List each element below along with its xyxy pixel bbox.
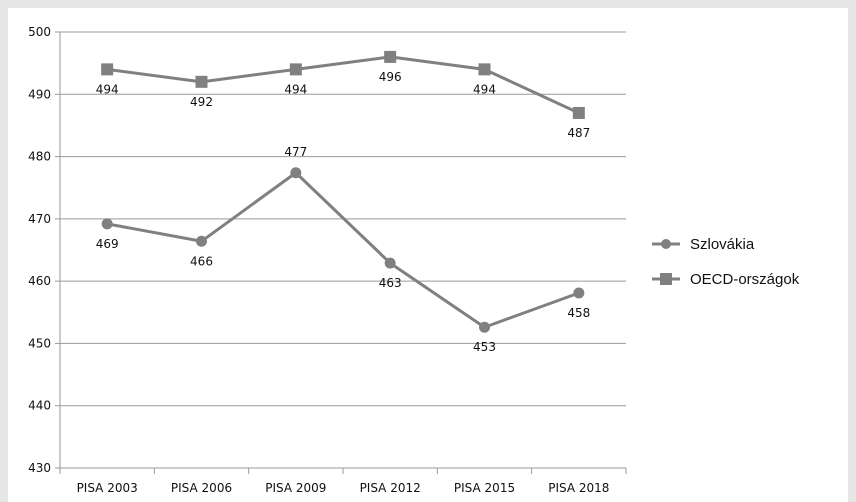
axes: 430 440 450 460 470 480 490 500 PISA 2003 PISA 20… bbox=[28, 25, 627, 495]
y-tick-label: 450 bbox=[28, 336, 51, 350]
data-point bbox=[479, 321, 490, 333]
data-label: 492 bbox=[190, 95, 213, 109]
x-tick-label: PISA 2009 bbox=[265, 481, 326, 495]
legend-marker bbox=[660, 273, 672, 285]
data-label: 494 bbox=[284, 82, 307, 96]
data-label: 469 bbox=[96, 237, 119, 251]
x-tick-label: PISA 2015 bbox=[454, 481, 515, 495]
series: 469 466 477 463 453 458 494 492 494 496 494 487 bbox=[96, 50, 590, 354]
data-label: 466 bbox=[190, 254, 213, 268]
gridlines bbox=[60, 31, 626, 469]
data-point bbox=[573, 287, 585, 299]
y-tick-label: 460 bbox=[28, 274, 51, 288]
data-label: 487 bbox=[567, 126, 590, 140]
y-tick-label: 490 bbox=[28, 87, 51, 101]
data-point bbox=[478, 63, 491, 76]
legend-label: Szlovákia bbox=[690, 236, 755, 253]
series-line bbox=[106, 55, 580, 115]
data-point bbox=[195, 75, 208, 88]
data-label: 463 bbox=[379, 276, 402, 290]
series-line bbox=[106, 171, 580, 329]
x-tick-label: PISA 2018 bbox=[548, 481, 609, 495]
data-point bbox=[384, 50, 397, 63]
legend-marker bbox=[661, 239, 671, 249]
data-label: 494 bbox=[473, 82, 496, 96]
data-point bbox=[572, 106, 585, 119]
y-tick-label: 430 bbox=[28, 461, 51, 475]
data-label: 458 bbox=[567, 306, 590, 320]
data-label: 496 bbox=[379, 70, 402, 84]
x-tick-label: PISA 2006 bbox=[171, 481, 232, 495]
y-tick-label: 480 bbox=[28, 150, 51, 164]
data-point bbox=[289, 63, 302, 76]
data-label: 494 bbox=[96, 82, 119, 96]
y-tick-label: 470 bbox=[28, 212, 51, 226]
y-tick-label: 440 bbox=[28, 399, 51, 413]
legend: Szlovákia OECD-országok bbox=[652, 236, 800, 288]
x-tick-label: PISA 2012 bbox=[360, 481, 421, 495]
data-point bbox=[101, 63, 114, 76]
data-point bbox=[196, 235, 207, 247]
data-label: 453 bbox=[473, 340, 496, 354]
y-tick-label: 500 bbox=[28, 25, 51, 39]
data-point bbox=[101, 218, 113, 230]
chart-area: 430 440 450 460 470 480 490 500 PISA 2003 PISA 20… bbox=[8, 8, 848, 502]
legend-label: OECD-országok bbox=[690, 271, 800, 288]
data-point bbox=[384, 257, 396, 269]
data-label: 477 bbox=[284, 145, 307, 159]
line-chart: 430 440 450 460 470 480 490 500 PISA 2003 PISA 20… bbox=[28, 25, 800, 495]
x-tick-label: PISA 2003 bbox=[77, 481, 138, 495]
data-point bbox=[290, 167, 302, 179]
